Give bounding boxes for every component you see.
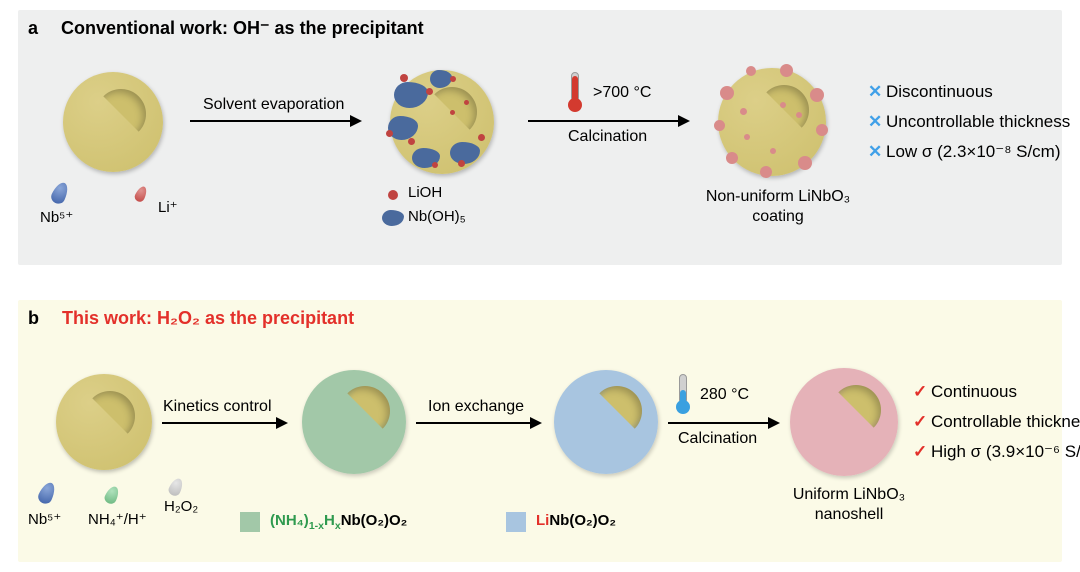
panel-b-outcome-3: ✓High σ (3.9×10⁻⁶ S/cm) (913, 442, 1080, 462)
panel-b-title-text: This work: H₂O₂ as the precipitant (62, 308, 354, 328)
panel-b-particle-2 (302, 370, 406, 474)
lioh-legend-dot (388, 190, 398, 200)
nb5-droplet-a (49, 180, 71, 206)
panel-b-arrow-3-bottom: Calcination (678, 430, 757, 448)
panel-a-title-text: Conventional work: OH⁻ as the precipitan… (61, 18, 424, 38)
h2o2-label-b: H₂O₂ (164, 498, 198, 515)
panel-b-outcome-1: ✓Continuous (913, 382, 1017, 402)
panel-a-arrow-2 (528, 120, 688, 122)
panel-b-title: b This work: H₂O₂ as the precipitant (28, 308, 354, 329)
panel-a-particle-3 (718, 68, 826, 176)
panel-b-tag: b (28, 308, 39, 328)
nh4-label-b: NH₄⁺/H⁺ (88, 510, 147, 528)
panel-a-outcome-1: ✕Discontinuous (868, 82, 993, 102)
panel-b-product-line2: nanoshell (774, 506, 924, 524)
panel-a-product-line2: coating (698, 208, 858, 226)
panel-a: a Conventional work: OH⁻ as the precipit… (18, 10, 1062, 265)
panel-b-arrow-1 (162, 422, 286, 424)
nh4-droplet-b (103, 484, 121, 505)
li-label-a: Li⁺ (158, 198, 178, 216)
panel-b-particle-3 (554, 370, 658, 474)
panel-b-arrow-3-top: 280 °C (700, 386, 749, 404)
panel-a-arrow-1 (190, 120, 360, 122)
nboh5-legend-shape (382, 210, 404, 226)
panel-a-particle-2 (390, 70, 494, 174)
panel-a-tag: a (28, 18, 38, 38)
panel-b-arrow-3 (668, 422, 778, 424)
panel-a-title: a Conventional work: OH⁻ as the precipit… (28, 18, 424, 39)
panel-b-particle-4 (790, 368, 898, 476)
nb5-droplet-b (36, 480, 58, 506)
li-droplet-a (133, 185, 149, 204)
panel-a-particle-1 (63, 72, 163, 172)
legend-blue-text: LiNb(O₂)O₂ (536, 512, 616, 529)
panel-b: b This work: H₂O₂ as the precipitant Nb⁵… (18, 300, 1062, 562)
legend-green-text: (NH₄)1-xHxNb(O₂)O₂ (270, 512, 407, 532)
nb5-label-a: Nb⁵⁺ (40, 208, 73, 226)
h2o2-droplet-b (167, 476, 185, 497)
legend-blue-sq (506, 512, 526, 532)
panel-a-arrow-2-top: >700 °C (593, 84, 651, 102)
panel-b-arrow-2 (416, 422, 540, 424)
panel-a-outcome-2: ✕Uncontrollable thickness (868, 112, 1070, 132)
panel-b-outcome-2: ✓Controllable thickness (913, 412, 1080, 432)
panel-b-product-line1: Uniform LiNbO₃ (774, 486, 924, 504)
panel-b-particle-1 (56, 374, 152, 470)
thermometer-a (566, 70, 584, 112)
lioh-legend-text: LiOH (408, 184, 442, 201)
panel-a-outcome-3: ✕Low σ (2.3×10⁻⁸ S/cm) (868, 142, 1061, 162)
panel-a-arrow-1-label: Solvent evaporation (203, 96, 344, 114)
thermometer-b (674, 372, 692, 414)
panel-a-product-line1: Non-uniform LiNbO₃ (698, 188, 858, 206)
panel-b-arrow-1-label: Kinetics control (163, 398, 272, 416)
panel-b-arrow-2-label: Ion exchange (428, 398, 524, 416)
nb5-label-b: Nb⁵⁺ (28, 510, 61, 528)
legend-green-sq (240, 512, 260, 532)
panel-a-arrow-2-bottom: Calcination (568, 128, 647, 146)
nboh5-legend-text: Nb(OH)₅ (408, 208, 466, 225)
